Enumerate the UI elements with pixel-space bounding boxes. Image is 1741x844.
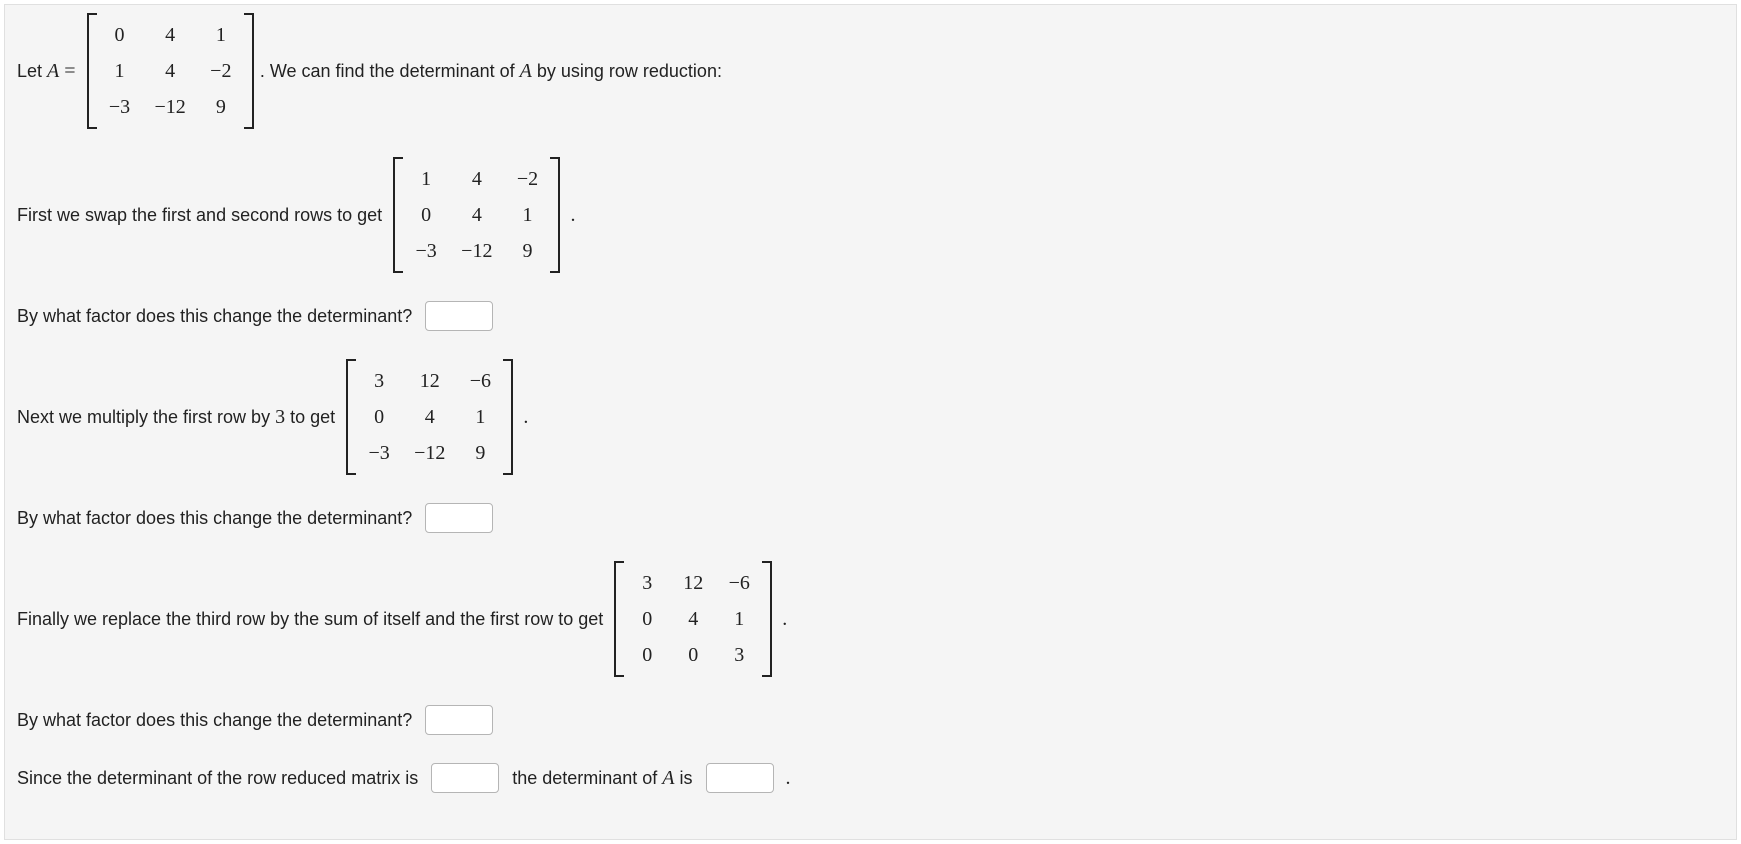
matrix-cell: 9 xyxy=(457,435,503,471)
matrix-cell: 0 xyxy=(356,399,402,435)
matrix-cell: 3 xyxy=(716,637,762,673)
matrix-cell: −2 xyxy=(504,161,550,197)
matrix-cell: −12 xyxy=(402,435,457,471)
answer-input-add[interactable] xyxy=(425,705,493,735)
matrix-cell: −3 xyxy=(356,435,402,471)
prompt: By what factor does this change the dete… xyxy=(17,505,417,532)
matrix-cell: 1 xyxy=(403,161,449,197)
matrix-cell: 1 xyxy=(504,197,550,233)
matrix-A: 041 14−2 −3−129 xyxy=(87,13,254,129)
matrix-cell: 4 xyxy=(143,53,198,89)
text: the determinant of xyxy=(507,765,662,792)
matrix-cell: −6 xyxy=(457,363,503,399)
text: is xyxy=(675,765,698,792)
matrix-cell: 3 xyxy=(356,363,402,399)
answer-input-det-A[interactable] xyxy=(706,763,774,793)
step-scale-line: Next we multiply the first row by 3 to g… xyxy=(17,359,1724,475)
step-add-line: Finally we replace the third row by the … xyxy=(17,561,1724,677)
matrix-cell: −12 xyxy=(143,89,198,125)
text: by using row reduction: xyxy=(532,58,722,85)
matrix-cell: 12 xyxy=(670,565,716,601)
var-A: A xyxy=(47,56,59,86)
matrix-cell: 4 xyxy=(449,197,504,233)
matrix-cell: 3 xyxy=(624,565,670,601)
matrix-cell: −6 xyxy=(716,565,762,601)
answer-input-reduced-det[interactable] xyxy=(431,763,499,793)
matrix-cell: −3 xyxy=(97,89,143,125)
prompt: By what factor does this change the dete… xyxy=(17,707,417,734)
matrix-cell: 1 xyxy=(97,53,143,89)
step-swap-line: First we swap the first and second rows … xyxy=(17,157,1724,273)
matrix-cell: 1 xyxy=(198,17,244,53)
matrix-cell: 0 xyxy=(624,601,670,637)
matrix-cell: 4 xyxy=(402,399,457,435)
question-factor-scale: By what factor does this change the dete… xyxy=(17,503,1724,533)
matrix-cell: 4 xyxy=(143,17,198,53)
matrix-cell: 1 xyxy=(716,601,762,637)
text: to get xyxy=(285,404,340,431)
intro-line: Let A = 041 14−2 −3−129 . We can find the … xyxy=(17,13,1724,129)
conclusion-line: Since the determinant of the row reduced… xyxy=(17,763,1724,793)
matrix-cell: 1 xyxy=(457,399,503,435)
matrix-step3: 312−6041003 xyxy=(614,561,772,677)
matrix-cell: 4 xyxy=(670,601,716,637)
var-A: A xyxy=(662,763,674,793)
matrix-cell: 0 xyxy=(624,637,670,673)
equals: = xyxy=(59,56,80,86)
matrix-step2: 312−6 041 −3−129 xyxy=(346,359,513,475)
matrix-cell: 9 xyxy=(504,233,550,269)
text: Let xyxy=(17,58,47,85)
matrix-cell: 9 xyxy=(198,89,244,125)
answer-input-scale[interactable] xyxy=(425,503,493,533)
text: Finally we replace the third row by the … xyxy=(17,606,608,633)
text: Next we multiply the first row by xyxy=(17,404,275,431)
problem-panel: Let A = 04114−2−3−129 . We can find the … xyxy=(4,4,1737,840)
text: First we swap the first and second rows … xyxy=(17,202,387,229)
var-A: A xyxy=(520,56,532,86)
answer-input-swap[interactable] xyxy=(425,301,493,331)
matrix-cell: −12 xyxy=(449,233,504,269)
question-factor-swap: By what factor does this change the dete… xyxy=(17,301,1724,331)
matrix-cell: −2 xyxy=(198,53,244,89)
scalar: 3 xyxy=(275,402,285,432)
matrix-cell: 12 xyxy=(402,363,457,399)
period: . xyxy=(782,604,787,634)
prompt: By what factor does this change the dete… xyxy=(17,303,417,330)
question-factor-add: By what factor does this change the dete… xyxy=(17,705,1724,735)
period: . xyxy=(570,200,575,230)
period: . xyxy=(523,402,528,432)
matrix-cell: 0 xyxy=(403,197,449,233)
text: . We can find the determinant of xyxy=(260,58,520,85)
matrix-cell: 0 xyxy=(670,637,716,673)
matrix-step1: 14−2 041 −3−129 xyxy=(393,157,560,273)
period: . xyxy=(786,763,791,793)
matrix-cell: −3 xyxy=(403,233,449,269)
text: Since the determinant of the row reduced… xyxy=(17,765,423,792)
matrix-cell: 0 xyxy=(97,17,143,53)
matrix-cell: 4 xyxy=(449,161,504,197)
